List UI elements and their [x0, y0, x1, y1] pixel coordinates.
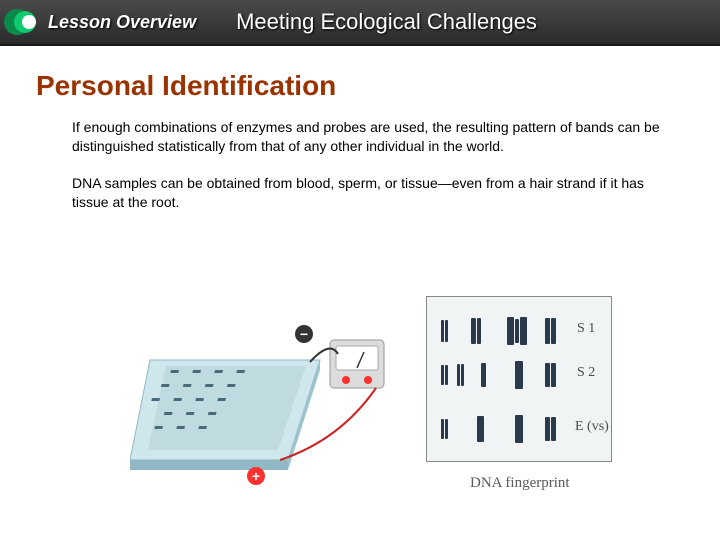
- row-label-e: E (vs): [575, 419, 609, 435]
- fingerprint-band: [477, 318, 481, 344]
- fingerprint-band: [545, 318, 550, 344]
- figure-area: − + S 1 S 2 E (vs) DNA fingerprint: [130, 290, 630, 500]
- section-title: Personal Identification: [36, 70, 684, 102]
- fingerprint-band: [461, 364, 464, 386]
- fingerprint-band: [507, 317, 514, 345]
- lesson-icon: [0, 0, 46, 45]
- fingerprint-band: [551, 318, 556, 344]
- fingerprint-band: [481, 363, 486, 387]
- fingerprint-band: [545, 363, 550, 387]
- fingerprint-band: [477, 416, 484, 442]
- fingerprint-band: [515, 415, 523, 443]
- fingerprint-band: [551, 363, 556, 387]
- row-label-s2: S 2: [577, 365, 595, 381]
- header-title: Meeting Ecological Challenges: [236, 9, 537, 35]
- fingerprint-band: [515, 319, 519, 343]
- fingerprint-row-s2: [437, 359, 567, 391]
- paragraph-2: DNA samples can be obtained from blood, …: [72, 174, 672, 212]
- fingerprint-band: [445, 419, 448, 439]
- header-label: Lesson Overview: [48, 12, 196, 33]
- fingerprint-band: [520, 317, 527, 345]
- fingerprint-row-e: [437, 413, 567, 445]
- fingerprint-band: [441, 419, 444, 439]
- fingerprint-band: [441, 365, 444, 385]
- fingerprint-band: [545, 417, 550, 441]
- svg-text:+: +: [252, 468, 260, 484]
- fingerprint-band: [445, 365, 448, 385]
- row-label-s1: S 1: [577, 321, 595, 337]
- figure-caption: DNA fingerprint: [470, 475, 570, 492]
- content-area: Personal Identification If enough combin…: [0, 46, 720, 212]
- fingerprint-band: [445, 320, 448, 342]
- fingerprint-band: [515, 361, 523, 389]
- fingerprint-band: [441, 320, 444, 342]
- paragraph-1: If enough combinations of enzymes and pr…: [72, 118, 672, 156]
- fingerprint-band: [457, 364, 460, 386]
- slide-header: Lesson Overview Meeting Ecological Chall…: [0, 0, 720, 46]
- gel-apparatus: − +: [130, 310, 410, 480]
- fingerprint-row-s1: [437, 315, 567, 347]
- fingerprint-panel: S 1 S 2 E (vs): [426, 296, 612, 462]
- fingerprint-band: [471, 318, 476, 344]
- fingerprint-band: [551, 417, 556, 441]
- svg-text:−: −: [300, 326, 308, 342]
